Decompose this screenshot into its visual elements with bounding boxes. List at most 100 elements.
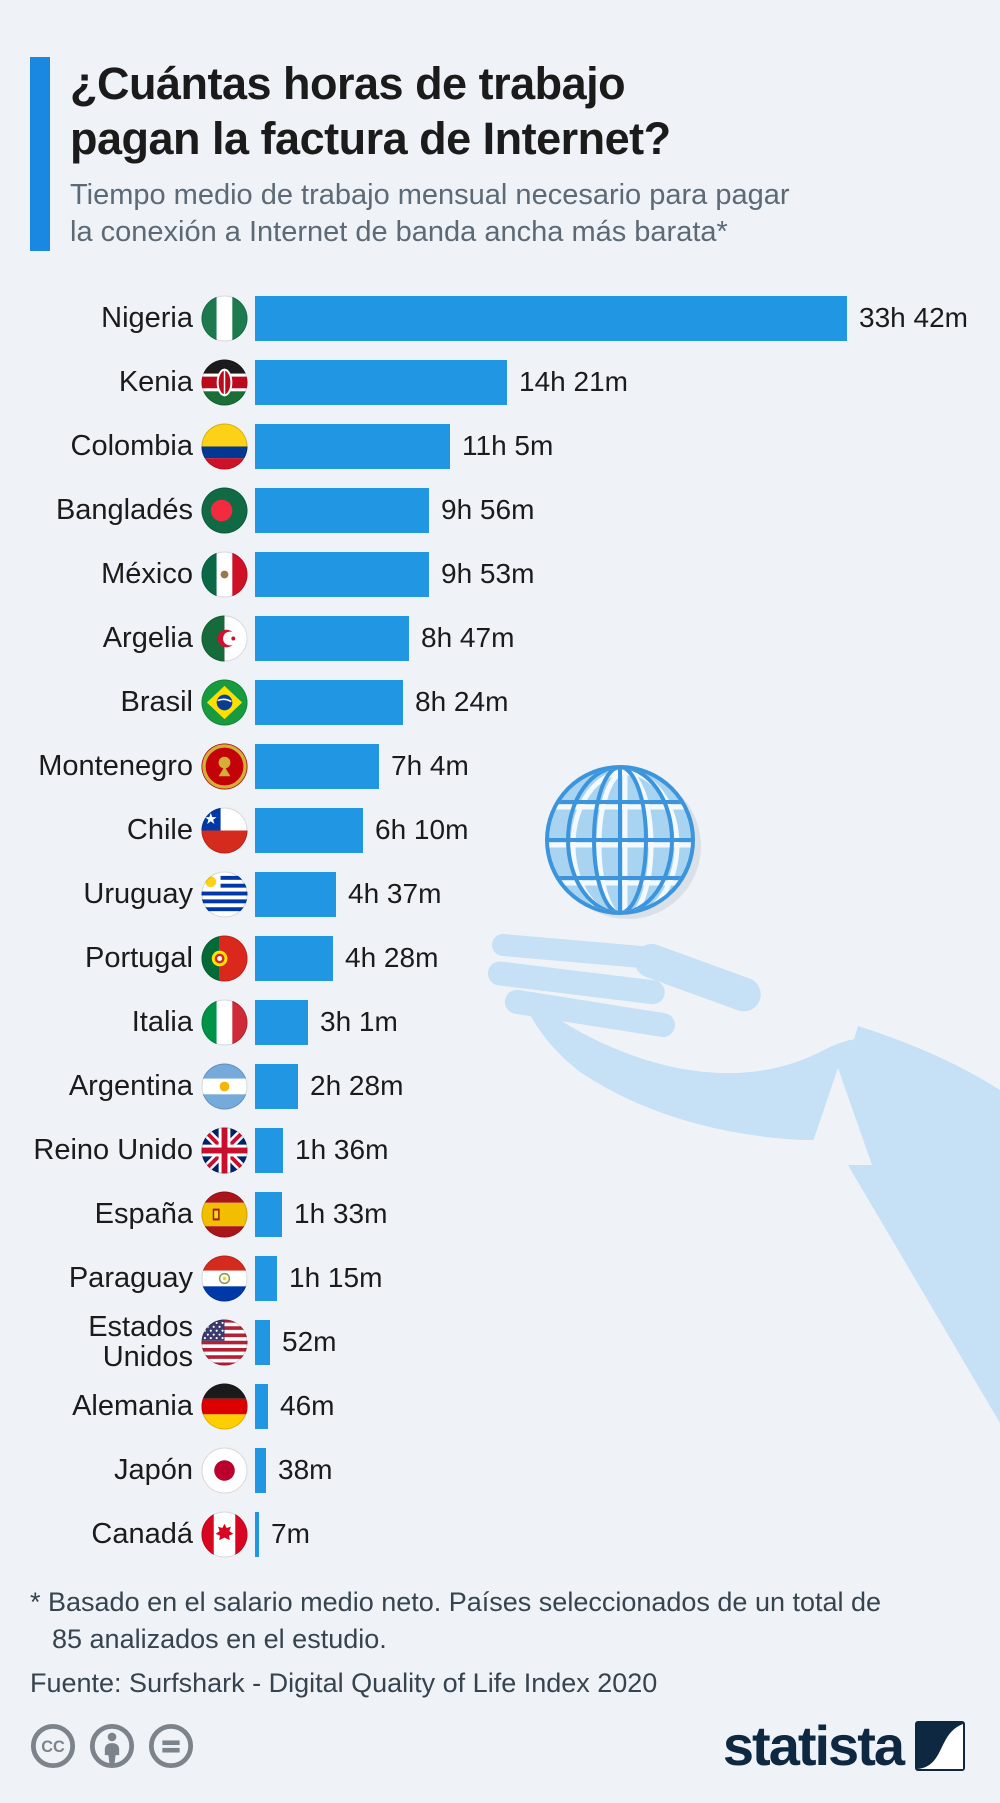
country-label: Kenia: [118, 365, 193, 398]
bar: [255, 359, 507, 405]
value-label: 38m: [278, 1454, 333, 1485]
chart-row: Uruguay 4h 37m: [0, 862, 1000, 926]
country-label: Japón: [113, 1453, 193, 1486]
chart-row: Chile 6h 10m: [0, 798, 1000, 862]
value-label: 7m: [271, 1518, 310, 1549]
kenia-flag-icon: [201, 358, 248, 406]
bar: [255, 1511, 259, 1557]
value-label: 4h 37m: [348, 878, 442, 909]
bar: [255, 871, 336, 917]
chile-flag-icon: [201, 806, 248, 854]
country-label: España: [94, 1197, 193, 1230]
chart-row: Canadá 7m: [0, 1502, 1000, 1566]
alemania-flag-icon: [201, 1382, 248, 1430]
bar: [255, 551, 429, 597]
country-label: Argentina: [68, 1069, 193, 1102]
globe-hand-illustration: [420, 740, 1000, 1460]
chart-row: Argelia 8h 47m: [0, 606, 1000, 670]
bar: [255, 1191, 282, 1237]
argentina-flag-icon: [201, 1062, 248, 1110]
statista-logo[interactable]: statista: [723, 1718, 965, 1774]
value-label: 7h 4m: [391, 750, 469, 781]
bar: [255, 615, 409, 661]
country-label: Brasil: [120, 685, 193, 718]
value-label: 46m: [280, 1390, 335, 1421]
header-accent-bar: [30, 57, 50, 251]
country-label: Colombia: [70, 429, 194, 462]
reino-unido-flag-icon: [201, 1126, 248, 1174]
value-label: 8h 47m: [421, 622, 515, 653]
chart-row: Nigeria 33h 42m: [0, 286, 1000, 350]
country-label: Estados Unidos: [88, 1310, 193, 1373]
portugal-flag-icon: [201, 934, 248, 982]
chart-row: Montenegro 7h 4m: [0, 734, 1000, 798]
bar: [255, 1447, 266, 1493]
bar: [255, 1063, 298, 1109]
bar: [255, 1319, 270, 1365]
page-subtitle-line2: la conexión a Internet de banda ancha má…: [70, 215, 728, 248]
footnote-line1: * Basado en el salario medio neto. Paíse…: [30, 1587, 882, 1617]
country-label: Bangladés: [55, 493, 193, 526]
bar: [255, 935, 333, 981]
value-label: 33h 42m: [859, 302, 968, 333]
page-subtitle-line1: Tiempo medio de trabajo mensual necesari…: [70, 178, 790, 211]
argelia-flag-icon: [201, 614, 248, 662]
statista-wordmark: statista: [722, 1714, 905, 1777]
value-label: 8h 24m: [415, 686, 509, 717]
no-derivatives-icon[interactable]: [148, 1723, 194, 1769]
bar: [255, 679, 403, 725]
value-label: 3h 1m: [320, 1006, 398, 1037]
montenegro-flag-icon: [201, 742, 248, 790]
source-text: Fuente: Surfshark - Digital Quality of L…: [30, 1667, 658, 1698]
svg-text:CC: CC: [41, 1738, 65, 1756]
italia-flag-icon: [201, 998, 248, 1046]
japon-flag-icon: [201, 1446, 248, 1494]
espana-flag-icon: [201, 1190, 248, 1238]
cc-icon[interactable]: CC: [30, 1723, 76, 1769]
footer: CC statista: [30, 1718, 965, 1774]
chart-row: Paraguay 1h 15m: [0, 1246, 1000, 1310]
nigeria-flag-icon: [201, 294, 248, 342]
chart-row: Reino Unido 1h 36m: [0, 1118, 1000, 1182]
chart-row: España 1h 33m: [0, 1182, 1000, 1246]
chart-row: Brasil 8h 24m: [0, 670, 1000, 734]
statista-logo-mark: [915, 1721, 965, 1771]
chart-row: Bangladés 9h 56m: [0, 478, 1000, 542]
chart-row: Alemania 46m: [0, 1374, 1000, 1438]
value-label: 1h 33m: [294, 1198, 388, 1229]
footnote-line2: 85 analizados en el estudio.: [52, 1624, 387, 1655]
cc-license[interactable]: CC: [30, 1723, 194, 1769]
chart-row: Kenia 14h 21m: [0, 350, 1000, 414]
value-label: 2h 28m: [310, 1070, 404, 1101]
estados-unidos-flag-icon: [201, 1318, 248, 1366]
bar-chart: Nigeria 33h 42m Kenia 14h 21m Colombia 11h 5m…: [0, 286, 1000, 1566]
bar: [255, 423, 450, 469]
attribution-icon[interactable]: [89, 1723, 135, 1769]
value-label: 6h 10m: [375, 814, 469, 845]
bar: [255, 295, 847, 341]
page-title-line1: ¿Cuántas horas de trabajo: [70, 58, 626, 109]
page-title: ¿Cuántas horas de trabajo pagan la factu…: [70, 57, 790, 167]
bar: [255, 487, 429, 533]
bar: [255, 743, 379, 789]
banglades-flag-icon: [201, 486, 248, 534]
country-label: Chile: [126, 813, 193, 846]
bar: [255, 807, 363, 853]
globe-icon: [545, 765, 701, 919]
country-label: Uruguay: [83, 877, 193, 910]
value-label: 9h 53m: [441, 558, 535, 589]
country-label: México: [101, 557, 193, 590]
brasil-flag-icon: [201, 678, 248, 726]
chart-row: Portugal 4h 28m: [0, 926, 1000, 990]
chart-row: México 9h 53m: [0, 542, 1000, 606]
value-label: 9h 56m: [441, 494, 535, 525]
country-label: Paraguay: [68, 1261, 193, 1294]
hand-icon: [487, 933, 1000, 1423]
header: ¿Cuántas horas de trabajo pagan la factu…: [30, 57, 790, 251]
mexico-flag-icon: [201, 550, 248, 598]
colombia-flag-icon: [201, 422, 248, 470]
country-label: Portugal: [84, 941, 193, 974]
value-label: 1h 15m: [289, 1262, 383, 1293]
chart-row: Italia 3h 1m: [0, 990, 1000, 1054]
